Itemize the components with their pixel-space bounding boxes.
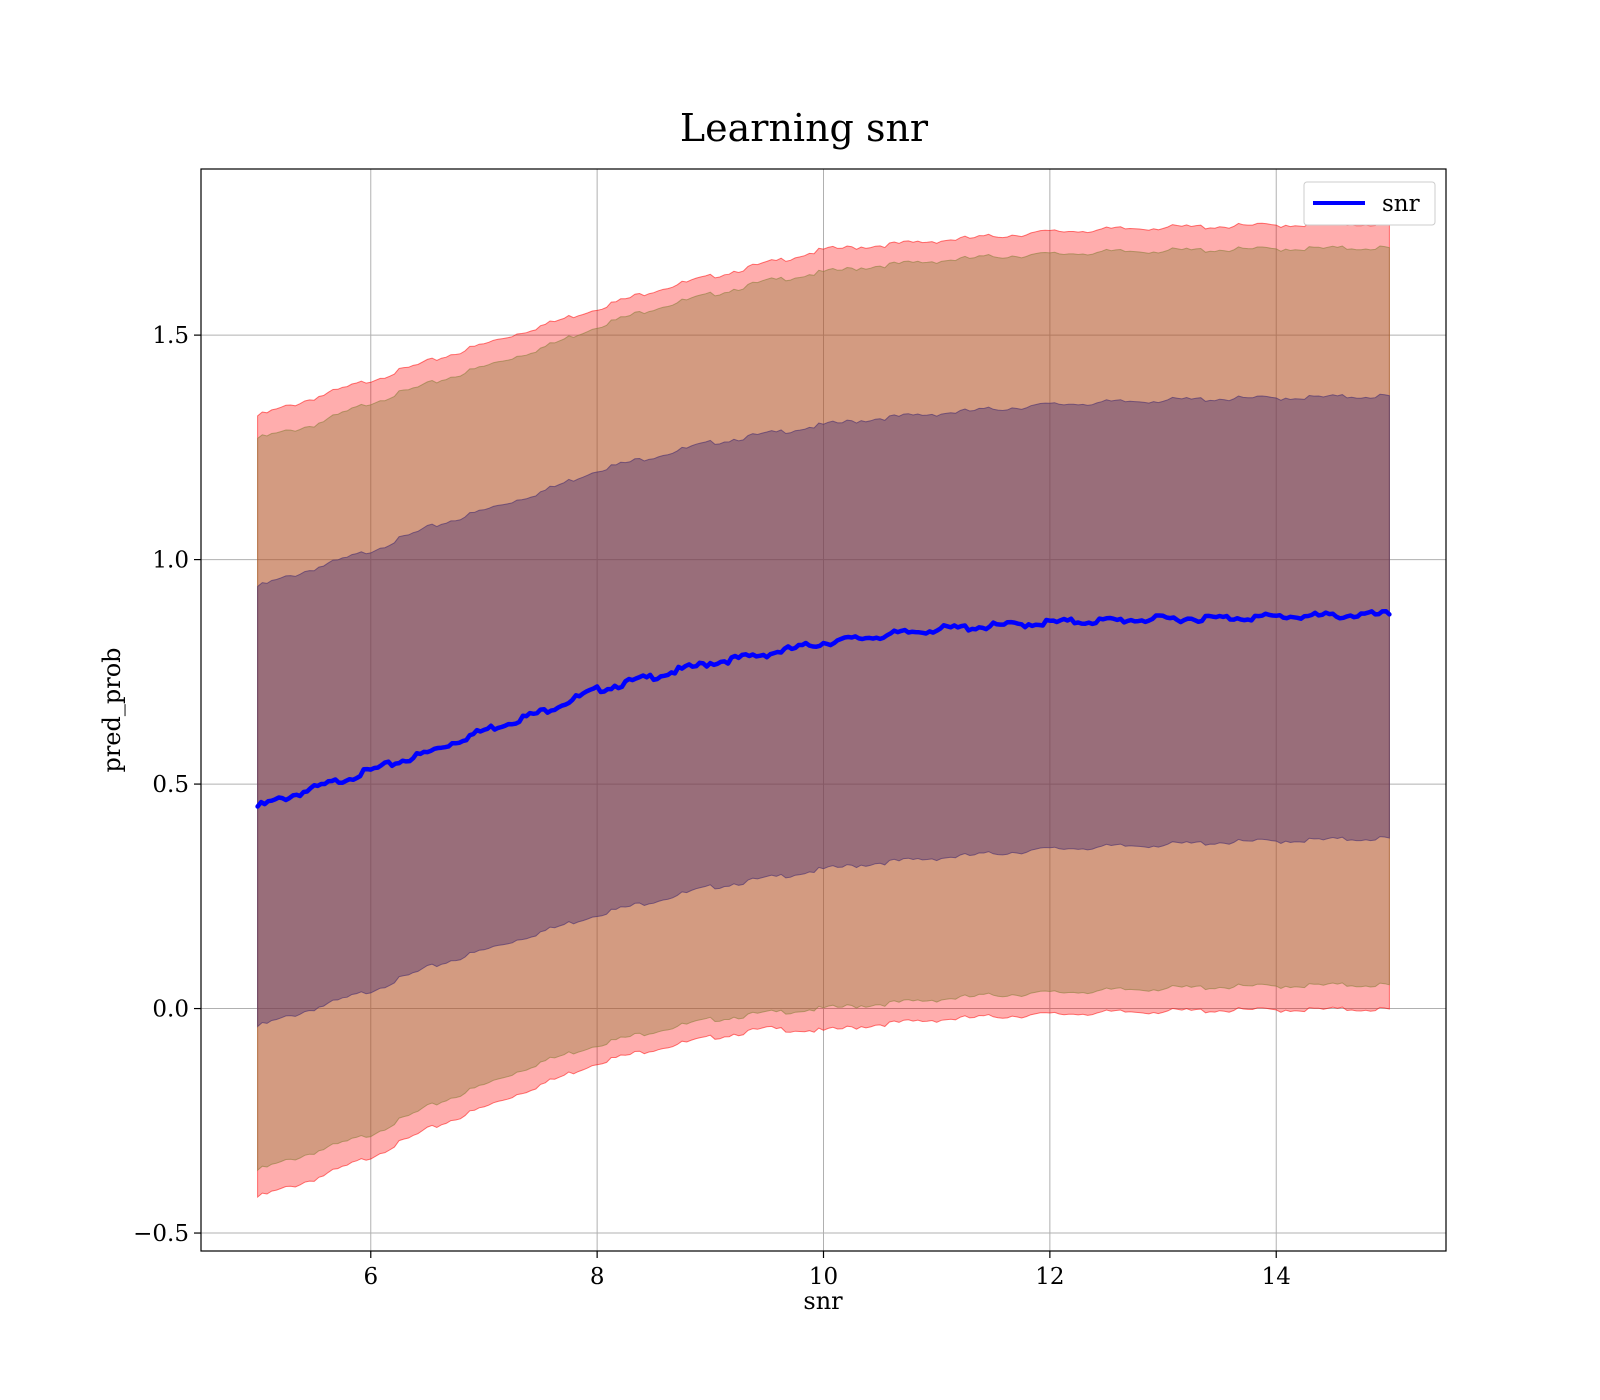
- confidence-bands: [257, 221, 1390, 1199]
- series-lines: [255, 608, 1392, 809]
- grid: [201, 169, 1446, 1251]
- legend: snr: [1303, 181, 1436, 226]
- x-axis-label: snr: [803, 1287, 843, 1315]
- x-tick-label: 12: [1035, 1264, 1064, 1290]
- confidence-band-1: [257, 221, 1390, 1199]
- y-tick-label: 0.0: [152, 997, 189, 1023]
- confidence-band-2: [257, 245, 1390, 1172]
- y-axis-ticks: −0.5 0.0 0.5 1.0 1.5: [133, 323, 201, 1247]
- y-tick-label: 0.5: [152, 772, 189, 798]
- x-tick-label: 8: [590, 1264, 605, 1290]
- chart-title: Learning snr: [680, 106, 929, 150]
- y-axis-label: pred_prob: [98, 647, 126, 772]
- x-tick-label: 10: [809, 1264, 838, 1290]
- confidence-band-3: [257, 393, 1390, 1028]
- x-axis-ticks: 6 8 10 12 14: [363, 1251, 1291, 1290]
- series-line-snr: [255, 608, 1392, 809]
- x-tick-label: 14: [1262, 1264, 1291, 1290]
- y-tick-label: 1.5: [152, 323, 189, 349]
- y-tick-label: −0.5: [133, 1221, 189, 1247]
- x-tick-label: 6: [363, 1264, 378, 1290]
- legend-label-snr: snr: [1382, 191, 1420, 217]
- legend-box: [1303, 181, 1436, 226]
- y-tick-label: 1.0: [152, 548, 189, 574]
